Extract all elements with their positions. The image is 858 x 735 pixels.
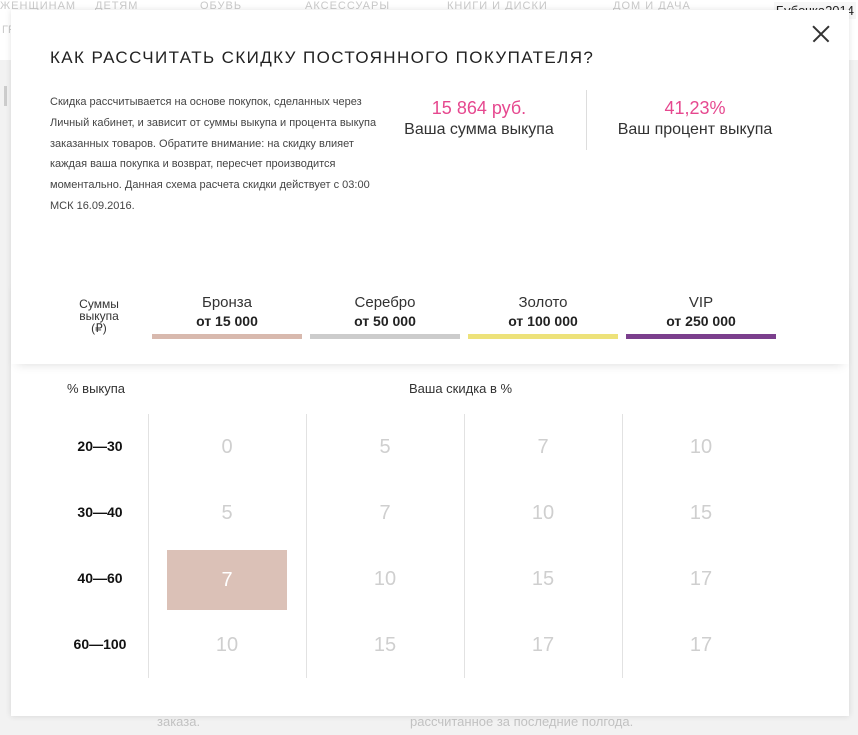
discount-cell: 10 <box>373 568 397 590</box>
discount-cell: 17 <box>689 634 713 656</box>
nav-item-accessories[interactable]: АКСЕССУАРЫ <box>305 0 391 12</box>
row-label: 20—30 <box>77 438 123 454</box>
discount-cell: 0 <box>221 436 233 458</box>
discount-cell: 15 <box>531 568 555 590</box>
background-left-bar <box>4 86 7 106</box>
column-divider <box>148 414 149 678</box>
tier-name: VIP <box>688 294 714 311</box>
purchase-sum-value: 15 864 руб. <box>431 98 527 118</box>
discount-cell: 10 <box>689 436 713 458</box>
column-divider <box>622 414 623 678</box>
nav-item-books[interactable]: КНИГИ И ДИСКИ <box>447 0 548 12</box>
row-label: 60—100 <box>73 636 127 652</box>
column-divider <box>306 414 307 678</box>
tier-vip: VIP от 250 000 <box>626 294 776 339</box>
discount-modal: КАК РАССЧИТАТЬ СКИДКУ ПОСТОЯННОГО ПОКУПА… <box>11 10 849 716</box>
purchase-sum-stat: 15 864 руб. Ваша сумма выкупа <box>389 98 569 139</box>
tiers-label-line3: (₽) <box>91 321 107 335</box>
tier-threshold: от 50 000 <box>354 313 416 329</box>
modal-description: Скидка рассчитывается на основе покупок,… <box>50 96 377 212</box>
tier-color-bar <box>310 334 460 339</box>
purchase-percent-stat: 41,23% Ваш процент выкупа <box>605 98 785 139</box>
tier-threshold: от 100 000 <box>508 313 578 329</box>
row-label: 40—60 <box>77 570 123 586</box>
discount-cell: 10 <box>531 502 555 524</box>
tiers-label: Суммы выкупа (₽) <box>69 298 129 334</box>
purchase-percent-label: Ваш процент выкупа <box>617 121 773 138</box>
modal-title: КАК РАССЧИТАТЬ СКИДКУ ПОСТОЯННОГО ПОКУПА… <box>50 48 595 67</box>
discount-cell: 15 <box>373 634 397 656</box>
discount-cell: 17 <box>689 568 713 590</box>
tiers-label-line2: выкупа <box>79 309 119 323</box>
tiers-label-line1: Суммы <box>79 297 119 311</box>
discount-cell: 10 <box>215 634 239 656</box>
purchase-percent-value: 41,23% <box>664 98 726 118</box>
discount-cell: 5 <box>221 502 233 524</box>
nav-item-home[interactable]: ДОМ И ДАЧА <box>613 0 691 12</box>
tier-color-bar <box>152 334 302 339</box>
tier-bronze: Бронза от 15 000 <box>152 294 302 339</box>
discount-cell: 15 <box>689 502 713 524</box>
nav-item-kids[interactable]: ДЕТЯМ <box>95 0 139 12</box>
tier-name: Бронза <box>201 294 253 311</box>
column-divider <box>464 414 465 678</box>
discount-cell: 7 <box>537 436 549 458</box>
discount-cell-active: 7 <box>167 550 287 610</box>
tier-color-bar <box>626 334 776 339</box>
nav-item-shoes[interactable]: ОБУВЬ <box>200 0 243 12</box>
tier-gold: Золото от 100 000 <box>468 294 618 339</box>
discount-cell: 17 <box>531 634 555 656</box>
tier-threshold: от 250 000 <box>666 313 736 329</box>
background-bottom-right-text: рассчитанное за последние полгода. <box>410 714 634 729</box>
discount-header: Ваша скидка в % <box>409 381 513 396</box>
close-icon[interactable] <box>811 24 831 44</box>
tier-silver: Серебро от 50 000 <box>310 294 460 339</box>
discount-cell: 5 <box>379 436 391 458</box>
stat-divider <box>586 90 587 150</box>
percent-header: % выкупа <box>67 381 126 396</box>
nav-item-women[interactable]: ЖЕНЩИНАМ <box>0 0 77 12</box>
discount-cell: 7 <box>379 502 391 524</box>
tier-threshold: от 15 000 <box>196 313 258 329</box>
background-bottom-left-text: заказа. <box>157 714 201 729</box>
tier-color-bar <box>468 334 618 339</box>
tier-name: Золото <box>518 294 568 311</box>
purchase-sum-label: Ваша сумма выкупа <box>404 121 554 138</box>
tiers-band: Суммы выкупа (₽) Бронза от 15 000 Серебр… <box>11 276 849 364</box>
row-label: 30—40 <box>77 504 123 520</box>
tier-name: Серебро <box>354 294 416 311</box>
